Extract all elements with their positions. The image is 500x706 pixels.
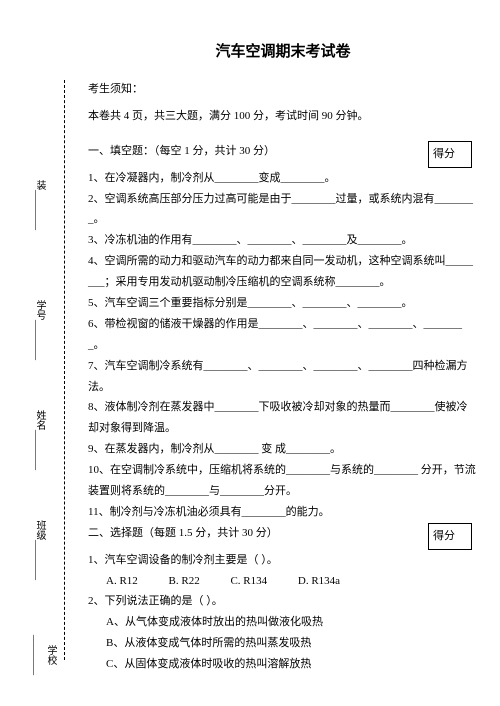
s1-q4: 4、空调所需的动力和驱动汽车的动力都来自同一发动机，这种空调系统叫_______…: [88, 251, 478, 293]
s2-q2-b: B、从液体变成气体时所需的热叫蒸发吸热: [88, 633, 478, 654]
s1-q11: 11、制冷剂与冷冻机油必须具有________的能力。: [88, 502, 478, 523]
vlabel-bind: 装________: [32, 180, 47, 230]
s2-q2: 2、下列说法正确的是（ ）。: [88, 591, 478, 612]
s2-q2-a: A、从气体变成液体时放出的热叫做液化吸热: [88, 612, 478, 633]
score-box-2: 得分: [428, 523, 472, 550]
binding-column: 学校________ 班级________ 姓名________ 学号_____…: [32, 100, 84, 680]
section2-header: 二、选择题（每题 1.5 分，共计 30 分） 得分: [88, 523, 478, 550]
s1-q1: 1、在冷凝器内，制冷剂从________变成________。: [88, 168, 478, 189]
s1-q8: 8、液体制冷剂在蒸发器中________下吸收被冷却对象的热量而________…: [88, 397, 478, 439]
s1-q10: 10、在空调制冷系统中，压缩机将系统的________与系统的________ …: [88, 460, 478, 502]
section1-header: 一、填空题：（每空 1 分，共计 30 分） 得分: [88, 141, 478, 168]
s2-q1: 1、汽车空调设备的制冷剂主要是（ ）。: [88, 550, 478, 571]
opt-a: A. R12: [106, 571, 138, 592]
notice-label: 考生须知：: [88, 79, 478, 100]
s2-q2-c: C、从固体变成液体时吸收的热叫溶解放热: [88, 654, 478, 675]
vlabel-class: 班级________: [32, 520, 47, 580]
vlabel-school: 学校________: [32, 630, 58, 680]
section1-title: 一、填空题：（每空 1 分，共计 30 分）: [88, 145, 275, 157]
score-box-1: 得分: [428, 141, 472, 168]
s1-q6: 6、带检视窗的储液干燥器的作用是________、________、______…: [88, 314, 478, 356]
paper-info: 本卷共 4 页，共三大题，满分 100 分，考试时间 90 分钟。: [88, 106, 478, 127]
section2-title: 二、选择题（每题 1.5 分，共计 30 分）: [88, 527, 278, 539]
opt-c: C. R134: [230, 571, 267, 592]
s2-q1-opts: A. R12 B. R22 C. R134 D. R134a: [88, 571, 478, 592]
s1-q3: 3、冷冻机油的作用有________、________、________及___…: [88, 230, 478, 251]
vlabel-number: 学号________: [32, 300, 47, 360]
opt-d: D. R134a: [298, 571, 340, 592]
opt-b: B. R22: [169, 571, 200, 592]
page-content: 汽车空调期末考试卷 考生须知： 本卷共 4 页，共三大题，满分 100 分，考试…: [88, 40, 478, 675]
s1-q7: 7、汽车空调制冷系统有________、________、________、__…: [88, 356, 478, 398]
fold-line: [64, 80, 65, 660]
s1-q9: 9、在蒸发器内，制冷剂从________ 变 成________。: [88, 439, 478, 460]
vlabel-name: 姓名________: [32, 410, 47, 470]
page-title: 汽车空调期末考试卷: [88, 40, 478, 61]
s1-q2: 2、空调系统高压部分压力过高可能是由于________过量，或系统内混有____…: [88, 189, 478, 231]
s1-q5: 5、汽车空调三个重要指标分别是________、________、_______…: [88, 293, 478, 314]
